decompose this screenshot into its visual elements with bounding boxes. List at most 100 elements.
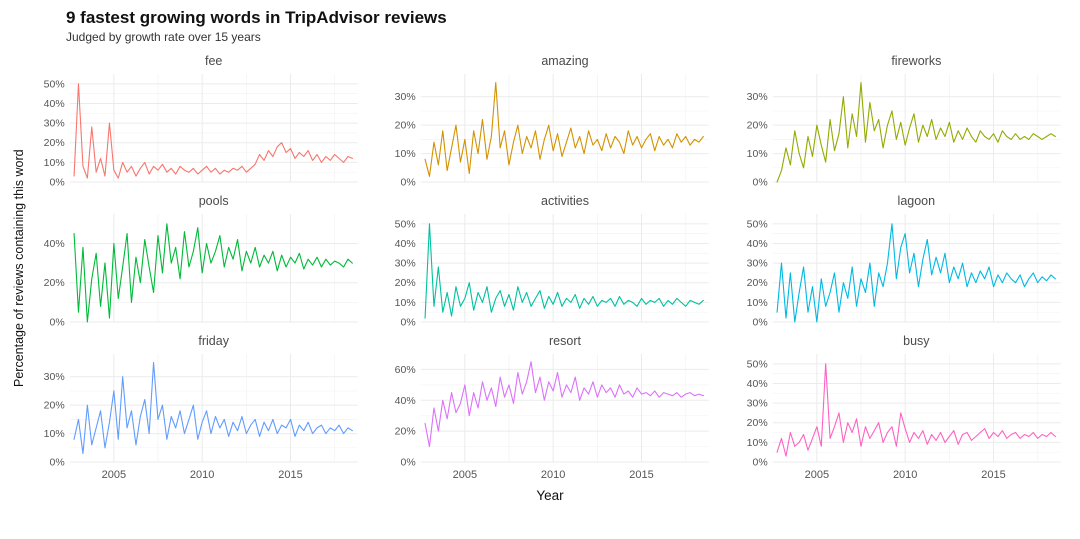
series-line-pools <box>73 223 353 323</box>
chart-title: 9 fastest growing words in TripAdvisor r… <box>66 8 447 27</box>
y-tick-label: 20% <box>746 277 767 289</box>
y-tick-label: 50% <box>44 78 65 90</box>
facet-activities: activities 0% 10% 20% 30% 40% 50% <box>381 190 718 330</box>
facet-panel-friday: 0% 10% 20% 30% 2005 2010 2015 <box>44 354 358 481</box>
y-tick-label: 30% <box>44 118 65 130</box>
gridlines-major: 0% 10% 20% 30% <box>44 354 358 469</box>
series-line-fireworks <box>776 81 1056 183</box>
facet-panel-activities: 0% 10% 20% 30% 40% 50% <box>395 214 709 329</box>
y-tick-label: 0% <box>401 317 416 329</box>
facet-title-amazing: amazing <box>541 54 589 68</box>
gridlines-major: 0% 10% 20% 30% <box>395 74 709 189</box>
y-tick-label: 10% <box>395 148 416 160</box>
x-tick-label: 2010 <box>541 469 565 481</box>
y-tick-label: 10% <box>746 297 767 309</box>
gridlines-major: 0% 10% 20% 30% 40% 50% <box>746 354 1061 469</box>
facet-title-activities: activities <box>541 194 589 208</box>
y-tick-label: 40% <box>746 238 767 250</box>
gridlines-minor <box>69 74 358 182</box>
y-tick-label: 20% <box>746 120 767 132</box>
facet-title-pools: pools <box>198 194 229 208</box>
gridlines-major: 0% 10% 20% 30% <box>746 74 1061 189</box>
x-tick-label: 2010 <box>893 469 917 481</box>
y-tick-label: 30% <box>746 91 767 103</box>
y-tick-label: 0% <box>752 177 767 189</box>
y-tick-label: 20% <box>395 120 416 132</box>
facet-title-busy: busy <box>903 334 930 348</box>
y-tick-label: 20% <box>44 277 65 289</box>
facet-panel-fireworks: 0% 10% 20% 30% <box>746 74 1061 189</box>
facet-panel-amazing: 0% 10% 20% 30% <box>395 74 709 189</box>
y-tick-label: 0% <box>49 177 64 189</box>
y-axis-title: Percentage of reviews containing this wo… <box>12 149 26 387</box>
x-tick-label: 2005 <box>453 469 477 481</box>
facet-friday: friday 0% 10% 20% 30% 2005 2010 2015 <box>30 330 367 486</box>
gridlines-major: 0% 10% 20% 30% 40% 50% <box>395 214 709 329</box>
gridlines-minor <box>420 354 709 462</box>
y-tick-label: 50% <box>746 358 767 370</box>
facet-resort: resort 0% 20% 40% 60% 2005 2010 2015 <box>381 330 718 486</box>
facet-panel-resort: 0% 20% 40% 60% 2005 2010 2015 <box>395 354 709 481</box>
series-line-busy <box>776 363 1056 457</box>
plot-region: Percentage of reviews containing this wo… <box>8 50 1070 486</box>
facet-panel-lagoon: 0% 10% 20% 30% 40% 50% <box>746 214 1061 329</box>
y-tick-label: 0% <box>49 317 64 329</box>
y-tick-label: 0% <box>401 457 416 469</box>
y-tick-label: 20% <box>44 137 65 149</box>
y-tick-label: 10% <box>395 297 416 309</box>
series-line-fee <box>73 83 353 179</box>
series-line-resort <box>424 361 705 448</box>
facet-title-friday: friday <box>198 334 229 348</box>
facet-busy: busy 0% 10% 20% 30% 40% 50% 2005 2010 2015 <box>733 330 1070 486</box>
gridlines-minor <box>772 354 1061 462</box>
y-tick-label: 40% <box>395 395 416 407</box>
x-tick-label: 2015 <box>278 469 302 481</box>
x-tick-label: 2015 <box>630 469 654 481</box>
y-tick-label: 0% <box>752 317 767 329</box>
y-tick-label: 20% <box>395 277 416 289</box>
facet-title-lagoon: lagoon <box>897 194 936 208</box>
x-tick-label: 2010 <box>190 469 214 481</box>
gridlines-minor <box>69 354 358 462</box>
gridlines-minor <box>420 214 709 322</box>
y-tick-label: 60% <box>395 364 416 376</box>
y-tick-label: 20% <box>44 400 65 412</box>
facet-title-resort: resort <box>549 334 581 348</box>
y-tick-label: 0% <box>401 177 416 189</box>
x-tick-label: 2005 <box>804 469 828 481</box>
facet-lagoon: lagoon 0% 10% 20% 30% 40% 50% <box>733 190 1070 330</box>
chart-subtitle: Judged by growth rate over 15 years <box>66 30 261 44</box>
facet-panel-busy: 0% 10% 20% 30% 40% 50% 2005 2010 2015 <box>746 354 1061 481</box>
y-tick-label: 40% <box>746 378 767 390</box>
y-tick-label: 40% <box>44 98 65 110</box>
series-line-activities <box>424 223 705 319</box>
y-tick-label: 50% <box>746 218 767 230</box>
facet-panel-pools: 0% 20% 40% <box>44 214 358 329</box>
facet-panel-fee: 0% 10% 20% 30% 40% 50% <box>44 74 358 189</box>
y-tick-label: 0% <box>752 457 767 469</box>
y-tick-label: 10% <box>44 157 65 169</box>
gridlines-major: 0% 10% 20% 30% 40% 50% <box>44 74 358 189</box>
y-tick-label: 30% <box>395 91 416 103</box>
series-line-lagoon <box>776 223 1056 323</box>
y-tick-label: 20% <box>395 426 416 438</box>
gridlines-minor <box>420 74 709 182</box>
y-tick-label: 40% <box>44 238 65 250</box>
y-tick-label: 30% <box>44 371 65 383</box>
y-tick-label: 20% <box>746 417 767 429</box>
gridlines-minor <box>772 214 1061 322</box>
facet-amazing: amazing 0% 10% 20% 30% <box>381 50 718 190</box>
y-tick-label: 10% <box>44 428 65 440</box>
y-tick-label: 10% <box>746 437 767 449</box>
y-tick-label: 30% <box>746 258 767 270</box>
x-tick-label: 2005 <box>102 469 126 481</box>
y-tick-label: 30% <box>395 258 416 270</box>
gridlines-minor <box>772 74 1061 182</box>
series-line-amazing <box>424 81 705 177</box>
facet-title-fee: fee <box>204 54 223 68</box>
y-tick-label: 50% <box>395 218 416 230</box>
gridlines-major: 0% 10% 20% 30% 40% 50% <box>746 214 1061 329</box>
facet-pools: pools 0% 20% 40% <box>30 190 367 330</box>
figure: 9 fastest growing words in TripAdvisor r… <box>8 8 1070 503</box>
y-tick-label: 10% <box>746 148 767 160</box>
